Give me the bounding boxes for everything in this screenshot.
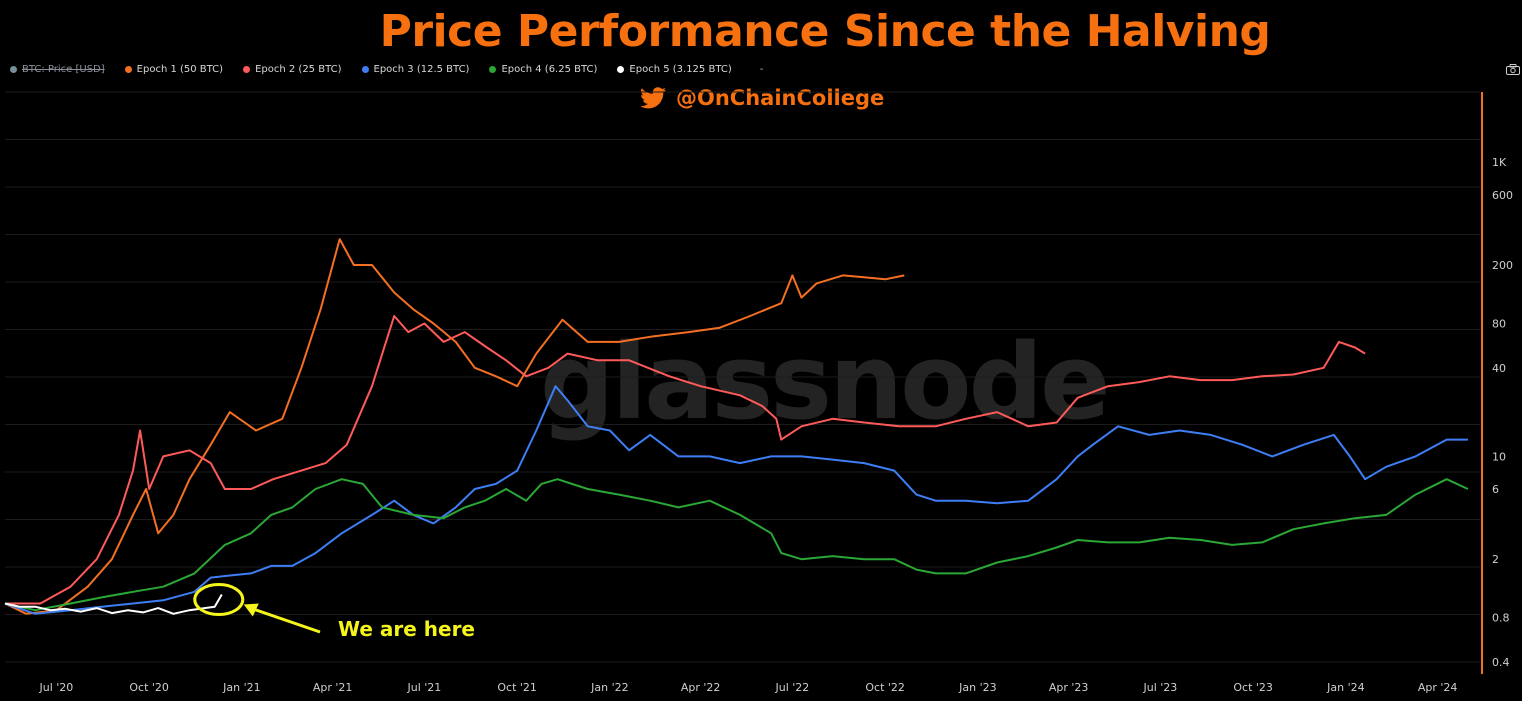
- legend-label: Epoch 2 (25 BTC): [255, 63, 342, 75]
- y-tick-label: 80: [1492, 318, 1506, 331]
- x-tick-label: Apr '24: [1418, 681, 1458, 694]
- y-tick-label: 1K: [1492, 156, 1507, 169]
- legend-marker: [10, 65, 17, 73]
- y-tick-label: 40: [1492, 362, 1506, 375]
- legend-item-epoch-1[interactable]: Epoch 1 (50 BTC): [124, 63, 224, 75]
- legend-marker: [361, 65, 369, 73]
- x-tick-label: Jan '24: [1326, 681, 1364, 694]
- x-tick-label: Jan '21: [222, 681, 260, 694]
- legend-item-epoch-2[interactable]: Epoch 2 (25 BTC): [243, 63, 342, 75]
- series-line-epoch-5-3-125-btc: [4, 593, 223, 615]
- x-tick-label: Apr '23: [1049, 681, 1089, 694]
- x-tick-label: Jul '23: [1143, 681, 1178, 694]
- annotation-arrow-head: [243, 603, 259, 617]
- x-tick-label: Jul '22: [775, 681, 810, 694]
- legend-label: Epoch 5 (3.125 BTC): [629, 63, 732, 75]
- y-tick-label: 10: [1492, 450, 1506, 463]
- y-tick-label: 0.8: [1492, 612, 1510, 625]
- legend-label: BTC: Price [USD]: [22, 63, 105, 75]
- annotation-text: We are here: [338, 617, 475, 641]
- y-tick-label: 200: [1492, 259, 1513, 272]
- credit-handle: @OnChainCollege: [676, 86, 885, 110]
- chart-credit: @OnChainCollege: [640, 86, 884, 110]
- chart-title: Price Performance Since the Halving: [379, 6, 1271, 57]
- y-tick-label: 2: [1492, 553, 1499, 566]
- legend-label: Epoch 4 (6.25 BTC): [501, 63, 598, 75]
- annotation-circle: [193, 583, 245, 617]
- legend-label: Epoch 1 (50 BTC): [136, 63, 224, 75]
- legend-item-epoch-5[interactable]: Epoch 5 (3.125 BTC): [617, 63, 732, 75]
- x-tick-label: Oct '23: [1233, 681, 1273, 694]
- twitter-bird-icon: [640, 87, 666, 109]
- x-tick-label: Oct '21: [497, 681, 537, 694]
- series-line-epoch-2-25-btc: [5, 315, 1366, 605]
- y-tick-label: 600: [1492, 189, 1513, 202]
- series-line-epoch-4-6-25-btc: [4, 478, 1469, 612]
- camera-icon[interactable]: [1506, 64, 1520, 75]
- legend-item-btc-price[interactable]: BTC: Price [USD]: [10, 64, 105, 75]
- series-layer: [4, 238, 1469, 615]
- annotation-arrow-shaft: [251, 607, 321, 634]
- y-tick-label: 6: [1492, 483, 1499, 496]
- series-line-epoch-1-50-btc: [4, 238, 905, 615]
- legend-marker: [243, 65, 251, 73]
- x-tick-label: Apr '22: [681, 681, 721, 694]
- grid-layer: [5, 91, 1480, 663]
- legend-label: Epoch 3 (12.5 BTC): [373, 63, 470, 75]
- legend-item-epoch-4[interactable]: Epoch 4 (6.25 BTC): [489, 64, 597, 75]
- x-tick-label: Jan '23: [958, 681, 996, 694]
- x-tick-label: Jan '22: [590, 681, 628, 694]
- y-tick-label: 0.4: [1492, 656, 1510, 669]
- chart-legend: BTC: Price [USD] Epoch 1 (50 BTC) Epoch …: [10, 62, 763, 76]
- legend-marker: [124, 65, 132, 73]
- x-tick-label: Jul '20: [39, 681, 74, 694]
- series-line-epoch-3-12-5-btc: [4, 385, 1468, 615]
- x-tick-label: Oct '20: [129, 681, 169, 694]
- axis-layer: 0.4 0.8 2 6 10 40 80 200 600 1K Jul '20 Oct '20 Jan …: [39, 92, 1513, 694]
- legend-trailing-dash: -: [759, 63, 764, 75]
- x-tick-label: Oct '22: [865, 681, 905, 694]
- legend-item-epoch-3[interactable]: Epoch 3 (12.5 BTC): [361, 63, 470, 75]
- x-tick-label: Apr '21: [313, 681, 353, 694]
- x-tick-label: Jul '21: [407, 681, 442, 694]
- legend-marker: [617, 65, 625, 73]
- legend-marker: [489, 65, 497, 73]
- annotation-layer: [193, 583, 321, 634]
